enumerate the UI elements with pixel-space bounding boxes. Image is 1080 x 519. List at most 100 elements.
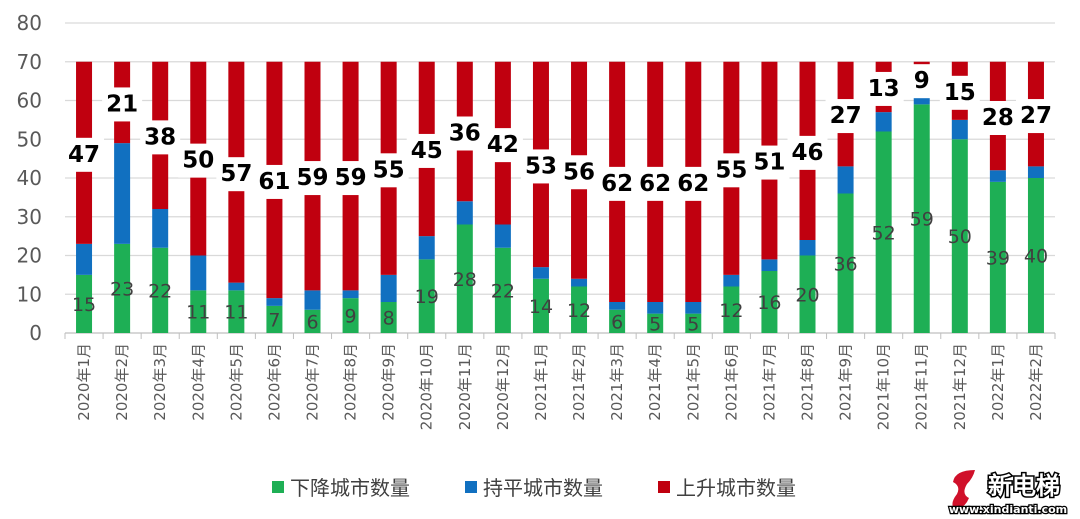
x-tick-label: 2020年10月 <box>418 343 436 430</box>
bar-segment-flat <box>304 290 321 310</box>
data-label-bg <box>520 149 561 184</box>
bar-segment-flat <box>494 224 511 248</box>
x-tick-label: 2020年7月 <box>304 343 322 421</box>
data-label-down: 12 <box>719 300 743 322</box>
bar-segment-down <box>190 290 207 333</box>
data-label-down: 19 <box>415 286 439 308</box>
svg-text:新电梯: 新电梯 <box>988 472 1060 500</box>
data-label-down: 59 <box>910 209 934 231</box>
bar-segment-down <box>304 309 321 333</box>
y-tick-label: 20 <box>17 244 42 268</box>
data-label-up: 45 <box>411 138 443 164</box>
data-label-up: 56 <box>563 159 595 185</box>
data-label-bg <box>711 153 752 188</box>
bar-segment-flat <box>913 96 930 105</box>
data-label-bg <box>140 120 181 155</box>
x-tick-label: 2021年9月 <box>837 343 855 421</box>
bar-segment-down <box>114 243 131 333</box>
bar-segment-down <box>837 193 854 333</box>
bar-segment-flat <box>1027 166 1044 178</box>
data-label-bg <box>444 116 485 151</box>
bar-segment-flat <box>114 143 131 244</box>
x-tick-label: 2020年12月 <box>494 343 512 430</box>
legend-item: 持平城市数量 <box>465 476 603 500</box>
x-tick-label: 2020年3月 <box>151 343 169 421</box>
bar-segment-down <box>266 305 283 333</box>
x-tick-label: 2021年1月 <box>532 343 550 421</box>
legend-label: 下降城市数量 <box>290 476 410 500</box>
data-label-up: 59 <box>335 165 367 191</box>
bar-segment-down <box>152 247 169 333</box>
legend-label: 上升城市数量 <box>676 476 796 500</box>
legend-swatch <box>272 481 284 493</box>
bar-segment-flat <box>875 112 892 132</box>
bar-segment-down <box>761 271 778 333</box>
bar-segment-down <box>875 131 892 333</box>
data-label-down: 5 <box>649 313 661 335</box>
data-label-up: 15 <box>944 80 976 106</box>
bar-segment-down <box>532 278 549 333</box>
x-tick-label: 2021年2月 <box>570 343 588 421</box>
data-label-up: 27 <box>830 103 862 129</box>
data-label-down: 15 <box>72 294 96 316</box>
data-label-up: 42 <box>487 132 519 158</box>
bar-segment-down <box>647 313 664 333</box>
bar-segment-flat <box>266 298 283 306</box>
data-label-down: 11 <box>186 302 210 324</box>
y-tick-label: 50 <box>17 127 42 151</box>
data-label-down: 39 <box>986 247 1010 269</box>
x-tick-label: 2021年5月 <box>684 343 702 421</box>
bar-segment-flat <box>342 290 359 299</box>
data-label-down: 16 <box>757 292 781 314</box>
legend-swatch <box>465 481 477 493</box>
data-label-bg <box>863 71 904 106</box>
data-label-down: 22 <box>148 280 172 302</box>
data-label-bg <box>977 101 1018 135</box>
bar-segment-flat <box>190 255 207 291</box>
bar-segment-flat <box>761 259 778 271</box>
data-label-bg <box>292 161 333 196</box>
x-tick-label: 2020年11月 <box>456 343 474 430</box>
data-label-down: 28 <box>453 269 477 291</box>
data-label-up: 62 <box>601 171 633 197</box>
data-label-bg <box>64 137 105 172</box>
bar-segment-flat <box>532 267 549 279</box>
bar-segment-flat <box>571 278 588 287</box>
data-label-bg <box>939 75 980 110</box>
data-label-down: 40 <box>1024 246 1048 268</box>
data-label-up: 38 <box>144 124 176 150</box>
watermark-logo: 新电梯 www.xindianti.com <box>948 470 1068 517</box>
bar-segment-down <box>571 286 588 333</box>
data-label-up: 61 <box>258 169 290 195</box>
x-tick-label: 2020年6月 <box>265 343 283 421</box>
bar-segment-flat <box>76 243 93 275</box>
y-tick-label: 80 <box>17 11 42 35</box>
data-label-up: 62 <box>677 171 709 197</box>
data-label-bg <box>482 128 523 163</box>
x-tick-label: 2020年8月 <box>342 343 360 421</box>
data-label-bg <box>673 166 714 201</box>
data-label-down: 14 <box>529 296 553 318</box>
bar-segment-flat <box>723 274 740 287</box>
data-label-up: 36 <box>449 121 481 147</box>
legend-item: 下降城市数量 <box>272 476 410 500</box>
bar-segment-flat <box>228 282 245 291</box>
bar-segment-down <box>342 298 359 333</box>
x-tick-label: 2022年2月 <box>1027 343 1045 421</box>
x-tick-label: 2021年6月 <box>722 343 740 421</box>
bar-segment-down <box>913 104 930 333</box>
x-tick-label: 2020年9月 <box>380 343 398 421</box>
y-tick-label: 60 <box>17 89 42 113</box>
bar-segment-down <box>609 309 626 333</box>
x-tick-label: 2021年8月 <box>799 343 817 421</box>
bar-segment-down <box>380 302 397 333</box>
bar-segment-down <box>799 255 816 333</box>
data-label-down: 11 <box>224 302 248 324</box>
data-label-down: 8 <box>383 308 395 330</box>
data-label-down: 52 <box>872 222 896 244</box>
x-tick-label: 2022年1月 <box>989 343 1007 421</box>
data-label-up: 28 <box>982 105 1014 131</box>
x-tick-label: 2021年3月 <box>608 343 626 421</box>
bar-segment-down <box>951 139 968 333</box>
data-label-bg <box>406 133 447 168</box>
